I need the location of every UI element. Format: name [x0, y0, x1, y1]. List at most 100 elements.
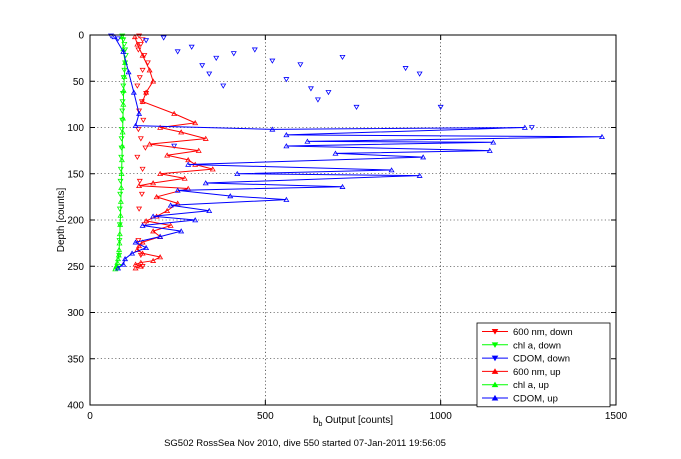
- y-tick-label: 100: [67, 123, 84, 134]
- data-point: [118, 170, 125, 176]
- y-tick-label: 400: [67, 401, 84, 412]
- legend-label: chl a, up: [513, 380, 549, 391]
- x-axis-label-prefix: b: [313, 415, 319, 426]
- data-point: [134, 83, 141, 89]
- data-point: [119, 33, 126, 40]
- data-point: [416, 172, 423, 178]
- data-point: [137, 42, 144, 48]
- y-tick-label: 0: [78, 31, 84, 42]
- data-point: [297, 62, 304, 68]
- x-tick-label: 0: [87, 411, 93, 422]
- data-point: [108, 33, 115, 39]
- data-point: [202, 135, 209, 141]
- data-point: [132, 122, 139, 128]
- data-point: [388, 167, 395, 173]
- data-point: [157, 170, 164, 176]
- data-point: [325, 90, 332, 96]
- y-tick-label: 300: [67, 308, 84, 319]
- data-point: [120, 101, 127, 107]
- legend-marker: [491, 342, 499, 348]
- data-point: [157, 233, 164, 239]
- data-point: [119, 143, 126, 149]
- data-point: [116, 246, 123, 252]
- data-point: [521, 124, 528, 130]
- data-point: [129, 250, 136, 256]
- legend-marker: [491, 329, 499, 335]
- data-point: [119, 129, 126, 135]
- figure-caption: SG502 RossSea Nov 2010, dive 550 started…: [164, 438, 446, 449]
- data-point: [116, 231, 123, 237]
- data-point: [164, 207, 171, 213]
- legend-label: 600 nm, up: [513, 367, 561, 378]
- data-point: [339, 54, 346, 61]
- data-point: [139, 166, 146, 172]
- data-point: [150, 78, 157, 84]
- y-tick-label: 250: [67, 262, 84, 273]
- data-point: [115, 252, 122, 258]
- data-point: [117, 212, 124, 218]
- data-point: [171, 110, 178, 116]
- data-point: [283, 196, 290, 202]
- data-point: [192, 120, 199, 126]
- data-point: [283, 143, 290, 149]
- data-point: [125, 69, 132, 75]
- data-point: [120, 261, 127, 267]
- y-axis-label: Depth [counts]: [56, 188, 67, 253]
- data-point: [134, 154, 141, 160]
- data-point: [206, 207, 213, 213]
- data-point: [283, 132, 290, 138]
- data-point: [174, 187, 181, 193]
- legend-label: chl a, down: [513, 340, 561, 351]
- data-point: [164, 152, 171, 158]
- data-point: [150, 180, 157, 186]
- data-point: [304, 138, 311, 144]
- data-point: [143, 38, 150, 44]
- data-point: [339, 183, 346, 189]
- series-cdom-up: [111, 33, 605, 271]
- data-point: [136, 182, 143, 189]
- data-point: [283, 77, 290, 83]
- data-point: [199, 63, 206, 69]
- data-point: [139, 222, 146, 228]
- data-point: [230, 51, 237, 57]
- data-point: [119, 108, 126, 114]
- data-layer: [108, 33, 605, 272]
- legend-marker: [491, 381, 499, 388]
- data-point: [528, 125, 535, 131]
- data-point: [115, 265, 122, 271]
- data-point: [117, 178, 124, 185]
- data-point: [178, 129, 185, 135]
- data-point: [153, 194, 160, 200]
- data-point: [206, 71, 213, 77]
- data-point: [181, 175, 188, 181]
- legend: 600 nm, down chl a, down CDOM, down 600 nm,…: [476, 322, 611, 408]
- data-point: [136, 178, 143, 185]
- data-point: [139, 239, 146, 245]
- y-tick-label: 200: [67, 216, 84, 227]
- data-point: [138, 191, 145, 197]
- data-point: [116, 240, 123, 246]
- data-point: [119, 91, 126, 97]
- data-point: [115, 255, 122, 262]
- data-point: [174, 49, 181, 55]
- data-point: [130, 89, 137, 95]
- data-point: [120, 48, 127, 54]
- series-line-cdom-up: [114, 36, 602, 269]
- data-point: [139, 52, 146, 58]
- series-cdom-down: [108, 33, 535, 149]
- data-point: [117, 191, 124, 197]
- x-tick-label: 1500: [605, 411, 628, 422]
- data-point: [150, 257, 157, 263]
- legend-marker: [491, 368, 499, 374]
- data-point: [117, 221, 124, 227]
- y-tick-label: 50: [73, 77, 85, 88]
- data-point: [146, 67, 153, 73]
- data-point: [136, 33, 143, 39]
- data-point: [171, 143, 178, 149]
- series-600-nm-down: [134, 33, 151, 270]
- data-point: [136, 75, 143, 81]
- data-point: [142, 145, 149, 151]
- data-point: [192, 217, 199, 223]
